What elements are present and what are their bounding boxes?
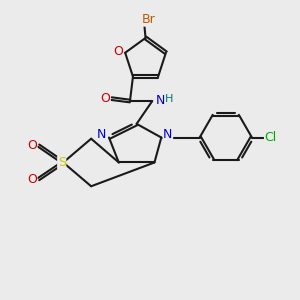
Text: Br: Br <box>142 13 155 26</box>
Text: Cl: Cl <box>265 131 277 144</box>
Text: N: N <box>97 128 106 141</box>
Text: N: N <box>163 128 172 141</box>
Text: N: N <box>156 94 165 107</box>
Text: H: H <box>165 94 174 104</box>
Text: S: S <box>58 156 66 169</box>
Text: O: O <box>27 139 37 152</box>
Text: O: O <box>113 45 123 58</box>
Text: O: O <box>100 92 110 105</box>
Text: O: O <box>27 172 37 186</box>
